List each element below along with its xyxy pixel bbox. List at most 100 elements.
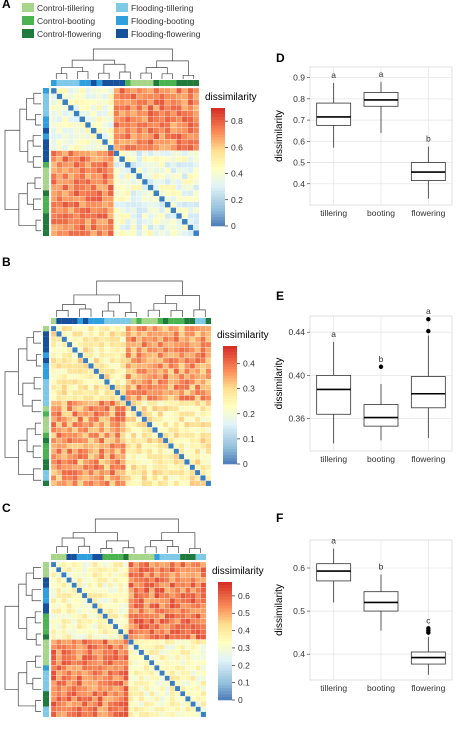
heatmap-cell xyxy=(50,644,57,651)
heatmap-cell xyxy=(102,613,109,620)
color-bar-cell xyxy=(43,88,49,94)
heatmap-cell xyxy=(195,649,202,656)
heatmap-cell xyxy=(56,144,63,151)
heatmap-cell xyxy=(96,218,103,225)
heatmap-cell xyxy=(81,629,88,635)
heatmap-cell xyxy=(92,706,98,713)
heatmap-cell xyxy=(157,395,164,401)
heatmap-cell xyxy=(181,207,188,214)
heatmap-cell xyxy=(120,400,126,407)
heatmap-cell xyxy=(56,691,62,697)
heatmap-cell xyxy=(87,592,93,599)
color-bar-cell xyxy=(180,554,186,560)
colorbar-segment xyxy=(211,113,225,118)
heatmap-cell xyxy=(125,357,132,364)
heatmap-cell xyxy=(200,675,207,682)
heatmap-cell xyxy=(130,373,137,380)
heatmap-c: C xyxy=(2,501,207,718)
colorbar-segment xyxy=(211,122,225,126)
color-bar-cell xyxy=(181,80,188,86)
heatmap-cell xyxy=(118,654,124,661)
color-bar-cell xyxy=(43,572,49,578)
heatmap-cell xyxy=(50,405,57,412)
heatmap-cell xyxy=(107,213,114,220)
heatmap-cell xyxy=(154,623,160,630)
heatmap-cell xyxy=(113,127,120,134)
heatmap-cell xyxy=(141,421,148,428)
heatmap-cell xyxy=(153,224,160,231)
color-bar-cell xyxy=(195,318,201,324)
heatmap-cell xyxy=(136,331,142,337)
heatmap-cell xyxy=(97,660,103,666)
heatmap-cell xyxy=(136,389,142,396)
heatmap-cell xyxy=(138,644,145,651)
heatmap-cell xyxy=(205,400,212,407)
color-bar-cell xyxy=(43,598,49,604)
heatmap-cell xyxy=(141,336,148,343)
heatmap-cell xyxy=(90,139,97,146)
heatmap-cell xyxy=(93,448,100,455)
color-bar-cell xyxy=(141,318,148,324)
heatmap-cell xyxy=(200,437,206,444)
heatmap-cell xyxy=(157,421,164,428)
heatmap-cell xyxy=(130,475,137,481)
heatmap-cell xyxy=(194,475,201,481)
heatmap-cell xyxy=(73,196,80,203)
heatmap-cell xyxy=(141,139,148,146)
heatmap-cell xyxy=(181,156,188,163)
heatmap-cell xyxy=(178,395,185,401)
heatmap-cell xyxy=(136,427,142,433)
heatmap-cell xyxy=(136,400,142,407)
heatmap-cell xyxy=(187,93,194,100)
heatmap-cell xyxy=(50,639,57,645)
heatmap-cell xyxy=(107,649,114,656)
heatmap-cell xyxy=(104,336,110,343)
heatmap-cell xyxy=(125,325,132,332)
heatmap-cell xyxy=(164,613,171,620)
heatmap-cell xyxy=(130,104,137,111)
heatmap-cell xyxy=(123,680,129,687)
heatmap-cell xyxy=(149,696,155,702)
heatmap-cell xyxy=(56,432,62,439)
color-bar-cell xyxy=(131,318,137,324)
heatmap-cell xyxy=(189,373,196,380)
heatmap-cell xyxy=(194,325,201,332)
heatmap-cell xyxy=(176,93,183,100)
heatmap-cell xyxy=(98,352,105,359)
heatmap-cell xyxy=(180,567,186,573)
heatmap-cell xyxy=(130,421,137,428)
heatmap-cell xyxy=(107,577,114,583)
heatmap-cell xyxy=(141,190,148,197)
heatmap-cell xyxy=(205,341,212,348)
heatmap-cell xyxy=(136,395,142,401)
heatmap-cell xyxy=(149,592,155,599)
heatmap-cell xyxy=(50,634,57,640)
heatmap-cell xyxy=(159,603,165,609)
heatmap-cell xyxy=(102,150,109,157)
dendrogram-branch xyxy=(26,98,36,121)
heatmap-cell xyxy=(173,352,180,359)
heatmap-cell xyxy=(120,437,126,444)
heatmap-cell xyxy=(133,696,140,702)
color-bar-cell xyxy=(159,554,165,560)
heatmap-cell xyxy=(169,561,176,568)
heatmap-cell xyxy=(71,629,78,635)
colorbar-segment xyxy=(211,214,225,218)
heatmap-cell xyxy=(125,421,132,428)
heatmap-cell xyxy=(93,453,100,460)
heatmap-cell xyxy=(176,196,183,203)
heatmap-cell xyxy=(72,368,78,375)
heatmap-cell xyxy=(56,127,63,134)
heatmap-cell xyxy=(133,603,140,609)
heatmap-cell xyxy=(67,150,74,157)
heatmap-cell xyxy=(184,352,190,359)
dendrogram-branch xyxy=(182,74,195,79)
heatmap-cell xyxy=(72,379,78,385)
heatmap-cell xyxy=(180,649,186,656)
heatmap-cell xyxy=(56,644,62,651)
heatmap-cell xyxy=(189,464,196,471)
heatmap-cell xyxy=(109,347,116,353)
heatmap-cell xyxy=(159,230,166,237)
heatmap-cell xyxy=(76,634,83,640)
